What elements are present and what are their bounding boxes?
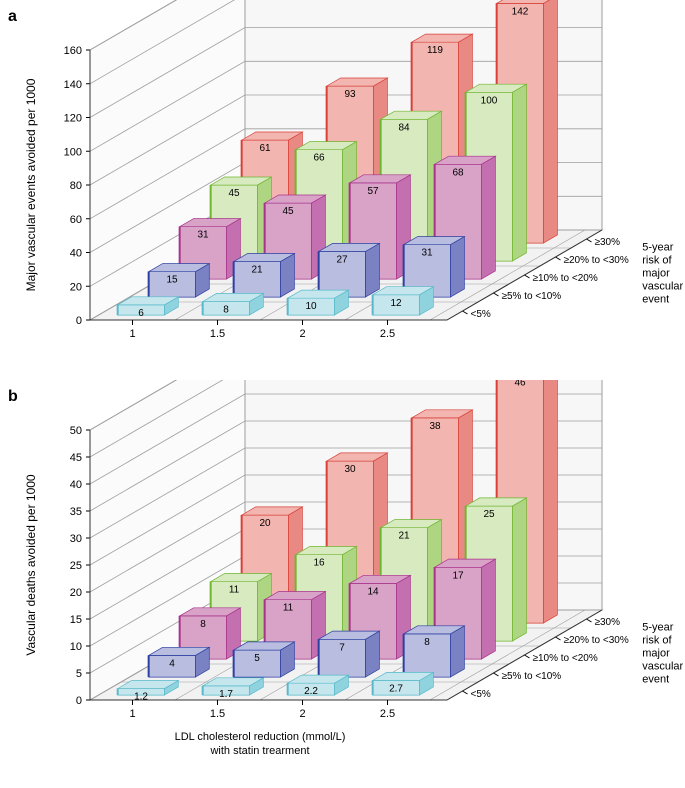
svg-text:38: 38: [429, 421, 441, 432]
svg-text:1.2: 1.2: [134, 692, 148, 703]
svg-text:60: 60: [70, 214, 82, 226]
svg-text:57: 57: [367, 186, 379, 197]
svg-text:1.7: 1.7: [219, 689, 233, 700]
svg-text:40: 40: [70, 248, 82, 260]
svg-text:45: 45: [228, 188, 240, 199]
svg-text:120: 120: [64, 113, 82, 125]
svg-text:140: 140: [64, 79, 82, 91]
svg-text:≥30%: ≥30%: [595, 617, 621, 628]
panel-a: a 0 20 40 60 80 100 120 140 160 1 1.5 2 2.5 <5% ≥5% to…: [0, 0, 685, 380]
svg-text:15: 15: [166, 275, 178, 286]
svg-text:8: 8: [200, 619, 206, 630]
svg-text:6: 6: [138, 308, 144, 319]
svg-text:≥5% to <10%: ≥5% to <10%: [502, 291, 562, 302]
svg-text:Vascular deaths avoided per 10: Vascular deaths avoided per 1000: [24, 474, 38, 656]
svg-text:risk of: risk of: [642, 255, 672, 267]
svg-text:4: 4: [169, 658, 175, 669]
svg-text:≥20% to <30%: ≥20% to <30%: [564, 255, 629, 266]
svg-text:80: 80: [70, 180, 82, 192]
svg-text:61: 61: [259, 143, 271, 154]
svg-text:46: 46: [514, 380, 526, 389]
svg-text:84: 84: [398, 122, 410, 133]
svg-text:66: 66: [313, 153, 325, 164]
svg-text:45: 45: [282, 206, 294, 217]
svg-text:5: 5: [254, 653, 260, 664]
svg-text:25: 25: [70, 560, 82, 572]
panel-b: b 0510152025303540455011.522.5<5%≥5% to …: [0, 380, 685, 788]
svg-text:with statin trearment: with statin trearment: [209, 745, 309, 757]
svg-text:20: 20: [70, 281, 82, 293]
panel-b-label: b: [8, 388, 18, 406]
svg-text:vascular: vascular: [642, 281, 683, 293]
svg-text:≥10% to <20%: ≥10% to <20%: [533, 653, 598, 664]
svg-text:major: major: [642, 648, 670, 660]
svg-text:≥30%: ≥30%: [595, 237, 621, 248]
chart-a: 0 20 40 60 80 100 120 140 160 1 1.5 2 2.5 <5% ≥5% to <…: [0, 0, 685, 380]
svg-text:30: 30: [70, 533, 82, 545]
panel-a-label: a: [8, 8, 17, 26]
svg-text:100: 100: [64, 146, 82, 158]
svg-text:17: 17: [452, 570, 464, 581]
svg-text:20: 20: [259, 518, 271, 529]
svg-text:1: 1: [129, 328, 135, 340]
svg-text:31: 31: [421, 248, 433, 259]
svg-text:5: 5: [76, 668, 82, 680]
svg-text:15: 15: [70, 614, 82, 626]
svg-text:93: 93: [344, 89, 356, 100]
svg-text:50: 50: [70, 425, 82, 437]
svg-text:68: 68: [452, 167, 464, 178]
svg-text:45: 45: [70, 452, 82, 464]
chart-b: 0510152025303540455011.522.5<5%≥5% to <1…: [0, 380, 685, 788]
svg-text:40: 40: [70, 479, 82, 491]
svg-text:31: 31: [197, 230, 209, 241]
svg-text:1: 1: [129, 708, 135, 720]
svg-text:14: 14: [367, 586, 379, 597]
svg-text:1.5: 1.5: [210, 708, 225, 720]
svg-text:10: 10: [305, 301, 317, 312]
svg-text:≥5% to <10%: ≥5% to <10%: [502, 671, 562, 682]
svg-text:<5%: <5%: [471, 309, 491, 320]
svg-text:16: 16: [313, 558, 325, 569]
svg-text:11: 11: [229, 585, 240, 596]
svg-text:2.7: 2.7: [389, 683, 403, 694]
svg-text:event: event: [642, 294, 669, 306]
svg-text:Major vascular events avoided: Major vascular events avoided per 1000: [24, 78, 38, 291]
svg-text:12: 12: [390, 298, 402, 309]
svg-text:0: 0: [76, 695, 82, 707]
svg-text:≥10% to <20%: ≥10% to <20%: [533, 273, 598, 284]
svg-text:1.5: 1.5: [210, 328, 225, 340]
svg-text:10: 10: [70, 641, 82, 653]
svg-text:20: 20: [70, 587, 82, 599]
svg-text:30: 30: [344, 464, 356, 475]
svg-text:event: event: [642, 674, 669, 686]
svg-text:5-year: 5-year: [642, 622, 674, 634]
svg-text:11: 11: [283, 603, 294, 614]
svg-text:8: 8: [424, 637, 430, 648]
svg-text:5-year: 5-year: [642, 242, 674, 254]
svg-text:≥20% to <30%: ≥20% to <30%: [564, 635, 629, 646]
svg-text:27: 27: [336, 254, 348, 265]
svg-text:2.2: 2.2: [304, 686, 318, 697]
svg-text:21: 21: [398, 531, 410, 542]
svg-text:risk of: risk of: [642, 635, 672, 647]
svg-text:100: 100: [481, 95, 498, 106]
svg-text:0: 0: [76, 315, 82, 327]
svg-text:vascular: vascular: [642, 661, 683, 673]
svg-text:2.5: 2.5: [380, 708, 395, 720]
svg-text:<5%: <5%: [471, 689, 491, 700]
svg-text:2: 2: [299, 328, 305, 340]
svg-text:7: 7: [339, 642, 345, 653]
svg-text:21: 21: [251, 265, 263, 276]
svg-text:160: 160: [64, 45, 82, 57]
svg-text:2.5: 2.5: [380, 328, 395, 340]
svg-text:8: 8: [223, 305, 229, 316]
svg-text:142: 142: [512, 6, 529, 17]
svg-text:LDL cholesterol reduction (mmo: LDL cholesterol reduction (mmol/L): [175, 731, 346, 743]
svg-text:25: 25: [483, 509, 495, 520]
svg-text:119: 119: [427, 45, 443, 56]
svg-text:2: 2: [299, 708, 305, 720]
svg-text:major: major: [642, 268, 670, 280]
svg-text:35: 35: [70, 506, 82, 518]
